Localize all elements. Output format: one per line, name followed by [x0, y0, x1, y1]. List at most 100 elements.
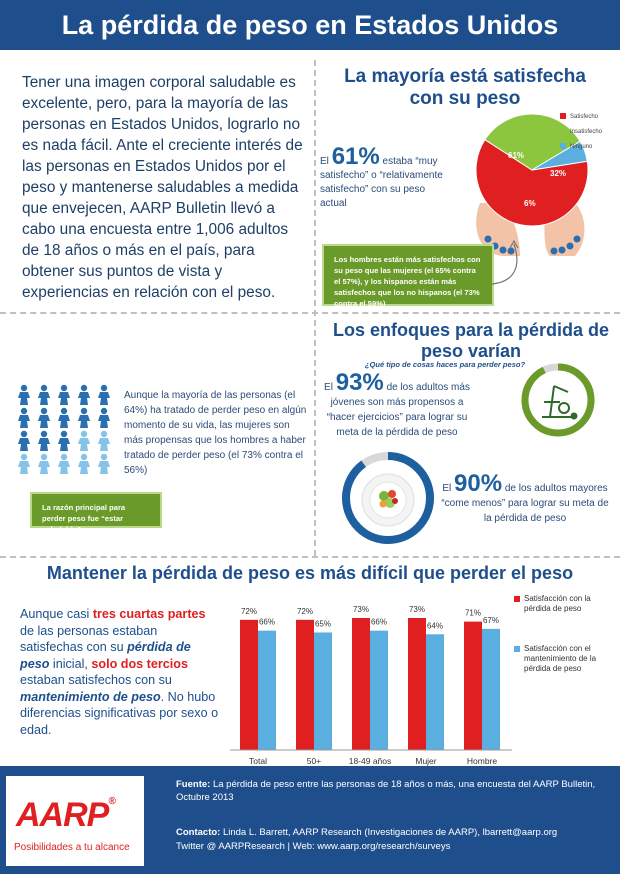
- person-figure-icon: [98, 430, 110, 451]
- bar-maintenance: [258, 630, 276, 750]
- section-divider: [0, 312, 620, 314]
- exercise-text: de los adultos más jóvenes son más prope…: [326, 382, 470, 438]
- satisfaction-title: La mayoría está satisfecha con su peso: [344, 66, 586, 109]
- bar-value-label: 71%: [465, 609, 481, 618]
- bar-maintenance: [314, 632, 332, 750]
- legend-label: Satisfacción con el mantenimiento de la …: [524, 644, 597, 673]
- callout-prefix: El: [320, 156, 329, 167]
- exercise-callout: El 93% de los adultos más jóvenes son má…: [322, 371, 472, 440]
- person-figure-icon: [38, 453, 50, 474]
- footer-source: Fuente: La pérdida de peso entre las per…: [176, 778, 596, 804]
- bar-value-label: 73%: [353, 605, 369, 614]
- bar-maintenance: [482, 628, 500, 750]
- maintain-title: Mantener la pérdida de peso es más difíc…: [46, 563, 574, 583]
- bar-weight-loss: [464, 621, 482, 750]
- satisfaction-pie-chart: [475, 113, 589, 227]
- eat-less-text: de los adultos mayores “come menos” para…: [441, 483, 609, 524]
- person-figure-icon: [18, 384, 30, 405]
- source-label: Fuente:: [176, 779, 211, 790]
- bar-value-label: 72%: [241, 607, 257, 616]
- category-label: Mujer: [415, 756, 436, 766]
- legend-item-unsatisfied: Insatisfecho: [560, 125, 618, 140]
- eat-less-percent: 90%: [454, 470, 503, 497]
- maintain-text-fragment: pérdida de peso: [20, 640, 191, 671]
- bar-weight-loss: [352, 618, 370, 750]
- aarp-logo-wordmark: AARP®: [16, 796, 116, 834]
- person-figure-icon: [78, 430, 90, 451]
- satisfaction-note-box: Los hombres están más satisfechos con su…: [322, 244, 494, 308]
- bar-value-label: 73%: [409, 605, 425, 614]
- maintain-text-fragment: de las personas estaban satisfechas con …: [20, 623, 158, 655]
- contact-label: Contacto:: [176, 827, 221, 838]
- tried-paragraph: Aunque la mayoría de las personas (el 64…: [124, 390, 307, 476]
- bar-chart-legend: Satisfacción con la pérdida de peso Sati…: [514, 594, 618, 674]
- bar-value-label: 66%: [371, 618, 387, 627]
- arrow-icon: [491, 239, 519, 285]
- legend-item-weight-loss: Satisfacción con la pérdida de peso: [514, 594, 618, 614]
- pie-slice-unsatisfied: [484, 113, 581, 171]
- person-figure-icon: [98, 384, 110, 405]
- person-figure-icon: [18, 430, 30, 451]
- category-label: Hombre: [467, 756, 498, 766]
- legend-swatch: [560, 113, 566, 120]
- salad-plate-icon: [361, 473, 415, 527]
- pie-label-satisfied: 61%: [508, 151, 524, 160]
- pie-legend: Satisfecho Insatisfecho Ninguno: [560, 110, 618, 155]
- maintain-text-fragment: estaban satisfechos con su: [20, 673, 172, 687]
- callout-text: estaba “muy satisfecho” o “relativamente…: [320, 156, 443, 209]
- category-label: Total: [249, 756, 267, 766]
- person-figure-icon: [98, 453, 110, 474]
- person-figure-icon: [78, 407, 90, 428]
- person-figure-icon: [78, 453, 90, 474]
- person-figure-icon: [18, 453, 30, 474]
- bar-value-label: 65%: [315, 619, 331, 628]
- maintain-paragraph: Aunque casi tres cuartas partes de las p…: [20, 606, 220, 738]
- maintain-text-fragment: mantenimiento de peso: [20, 689, 161, 704]
- person-figure-icon: [78, 384, 90, 405]
- page-title: La pérdida de peso en Estados Unidos: [0, 0, 620, 50]
- approaches-subtitle: ¿Qué tipo de cosas haces para perder pes…: [364, 360, 526, 369]
- satisfaction-callout: El 61% estaba “muy satisfecho” o “relati…: [320, 145, 450, 211]
- bar-maintenance: [426, 634, 444, 750]
- footer-links[interactable]: Twitter @ AARPResearch | Web: www.aarp.o…: [176, 841, 451, 852]
- reason-box: La razón principal para perder peso fue …: [30, 492, 162, 534]
- eat-less-ring-chart: [342, 452, 434, 544]
- bar-value-label: 64%: [427, 621, 443, 630]
- intro-paragraph: Tener una imagen corporal saludable es e…: [22, 74, 303, 301]
- legend-label: Satisfacción con la pérdida de peso: [524, 594, 591, 613]
- footer: AARP® Posibilidades a tu alcance Fuente:…: [0, 766, 620, 874]
- maintain-text-fragment: tres cuartas partes: [92, 607, 206, 621]
- pie-slice-satisfied: [475, 138, 589, 227]
- bar-value-label: 66%: [259, 618, 275, 627]
- legend-item-maintenance: Satisfacción con el mantenimiento de la …: [514, 644, 618, 674]
- person-figure-icon: [38, 384, 50, 405]
- bar-maintenance: [370, 630, 388, 750]
- person-figure-icon: [58, 407, 70, 428]
- exercise-prefix: El: [324, 382, 333, 393]
- person-figure-icon: [18, 407, 30, 428]
- person-figure-icon: [98, 407, 110, 428]
- bar-weight-loss: [240, 619, 258, 750]
- person-figure-icon: [58, 430, 70, 451]
- contact-text[interactable]: Linda L. Barrett, AARP Research (Investi…: [222, 827, 558, 838]
- legend-item-neither: Ninguno: [560, 140, 618, 155]
- approaches-title: Los enfoques para la pérdida de peso var…: [332, 320, 610, 361]
- footer-contact: Contacto: Linda L. Barrett, AARP Researc…: [176, 826, 606, 839]
- aarp-logo: AARP® Posibilidades a tu alcance: [6, 776, 144, 866]
- people-figures-illustration: [18, 384, 110, 474]
- exercise-ring-chart: [521, 363, 595, 437]
- maintain-text-fragment: solo dos tercios: [91, 656, 188, 671]
- person-figure-icon: [58, 384, 70, 405]
- category-label: 50+: [307, 756, 321, 766]
- source-text: La pérdida de peso entre las personas de…: [176, 779, 596, 803]
- bar-value-label: 72%: [297, 607, 313, 616]
- person-figure-icon: [38, 430, 50, 451]
- bar-weight-loss: [408, 618, 426, 750]
- section-divider: [0, 556, 620, 558]
- satisfaction-pie-illustration: 61% 32% 6%: [475, 113, 589, 256]
- legend-swatch-blue: [514, 646, 520, 652]
- exercise-machine-icon: [542, 385, 578, 420]
- pie-label-unsatisfied: 32%: [550, 169, 566, 178]
- maintain-text-fragment: inicial,: [49, 656, 92, 671]
